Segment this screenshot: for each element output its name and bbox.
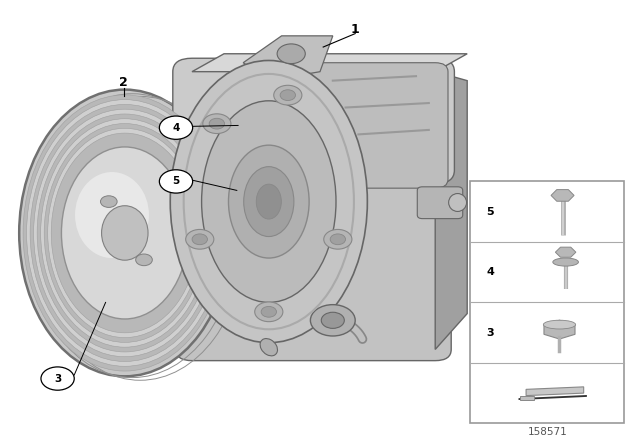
Polygon shape xyxy=(192,54,467,72)
Ellipse shape xyxy=(228,145,309,258)
Text: 1: 1 xyxy=(351,22,360,36)
Text: 158571: 158571 xyxy=(527,427,567,437)
Polygon shape xyxy=(243,36,333,81)
Polygon shape xyxy=(435,72,467,349)
Ellipse shape xyxy=(202,101,336,302)
Text: 5: 5 xyxy=(172,177,180,186)
Ellipse shape xyxy=(256,184,282,219)
FancyBboxPatch shape xyxy=(470,181,624,423)
Polygon shape xyxy=(526,387,584,396)
Circle shape xyxy=(209,118,225,129)
Circle shape xyxy=(274,85,302,105)
Ellipse shape xyxy=(41,119,209,347)
Circle shape xyxy=(136,254,152,266)
Circle shape xyxy=(192,234,207,245)
Ellipse shape xyxy=(553,258,579,266)
Circle shape xyxy=(261,306,276,317)
Ellipse shape xyxy=(260,339,278,356)
Polygon shape xyxy=(551,190,574,201)
FancyBboxPatch shape xyxy=(417,187,463,219)
Ellipse shape xyxy=(543,320,575,329)
Ellipse shape xyxy=(19,90,230,376)
Ellipse shape xyxy=(30,104,220,362)
Circle shape xyxy=(159,170,193,193)
Circle shape xyxy=(330,234,346,245)
Polygon shape xyxy=(544,320,575,339)
Circle shape xyxy=(277,44,305,64)
Text: 4: 4 xyxy=(172,123,180,133)
FancyBboxPatch shape xyxy=(307,63,448,188)
FancyBboxPatch shape xyxy=(176,123,451,361)
Ellipse shape xyxy=(170,60,367,343)
Ellipse shape xyxy=(44,124,205,342)
Circle shape xyxy=(100,196,117,207)
Circle shape xyxy=(159,116,193,139)
Circle shape xyxy=(321,312,344,328)
Ellipse shape xyxy=(23,95,227,371)
Ellipse shape xyxy=(102,206,148,260)
Text: 4: 4 xyxy=(486,267,494,277)
Text: 3: 3 xyxy=(486,327,494,338)
Ellipse shape xyxy=(449,194,467,211)
Polygon shape xyxy=(518,395,587,400)
Text: 5: 5 xyxy=(486,207,494,217)
Circle shape xyxy=(280,90,296,100)
Ellipse shape xyxy=(34,109,216,357)
Ellipse shape xyxy=(48,128,202,338)
Circle shape xyxy=(255,302,283,322)
Ellipse shape xyxy=(244,167,294,237)
Polygon shape xyxy=(556,247,576,257)
Ellipse shape xyxy=(37,114,212,352)
Circle shape xyxy=(310,305,355,336)
Ellipse shape xyxy=(75,172,149,258)
Polygon shape xyxy=(520,396,534,400)
Ellipse shape xyxy=(61,147,188,319)
FancyBboxPatch shape xyxy=(173,58,454,184)
Circle shape xyxy=(41,367,74,390)
Circle shape xyxy=(203,114,231,134)
Ellipse shape xyxy=(27,99,223,366)
Text: 2: 2 xyxy=(119,76,128,90)
Circle shape xyxy=(186,229,214,249)
Ellipse shape xyxy=(51,133,198,333)
Circle shape xyxy=(324,229,352,249)
Text: 3: 3 xyxy=(54,374,61,383)
